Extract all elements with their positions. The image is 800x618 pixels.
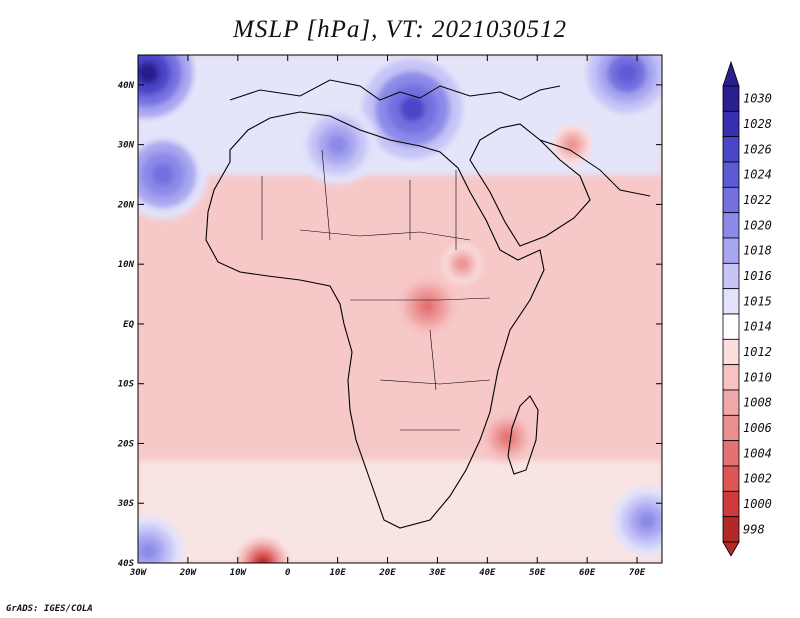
lat-tick-label: 30N (117, 141, 135, 151)
pressure-contour-ring (400, 96, 425, 122)
lat-tick-label: 10S (118, 380, 135, 390)
europe-coastline (229, 79, 561, 101)
colorbar-level-label: 1026 (743, 142, 772, 156)
pressure-center-low-central-africa (397, 276, 458, 336)
pressure-center-low-east-africa (442, 244, 483, 285)
colorbar-swatch (722, 110, 740, 138)
pressure-center-high-mediterranean (362, 58, 463, 159)
pressure-center-low-mozambique (482, 412, 533, 463)
colorbar-level-label: 1004 (743, 446, 772, 460)
lon-tick-label: 70E (629, 568, 646, 578)
persian-gulf-coast (539, 139, 651, 197)
colorbar-swatch (722, 262, 740, 290)
colorbar-swatch (722, 338, 740, 366)
pressure-contour-ring (638, 512, 656, 530)
pressure-contour-ring (327, 134, 348, 155)
pressure-contour-ring (151, 163, 175, 186)
lon-tick-label: 30E (428, 568, 446, 578)
colorbar-level-label: 1016 (743, 269, 772, 283)
colorbar-level-label: 1015 (743, 294, 772, 308)
colorbar-swatch (722, 161, 740, 188)
colorbar-swatch (722, 440, 740, 467)
pressure-center-high-n-africa (297, 104, 378, 185)
pressure-center-high-s-indian (612, 486, 662, 557)
pressure-contour-ring (138, 61, 160, 85)
colorbar-level-label: 1002 (743, 472, 772, 486)
colorbar-level-label: 1000 (743, 497, 772, 511)
colorbar-level-label: 1024 (743, 168, 772, 182)
colorbar-swatch (722, 490, 740, 518)
colorbar-level-label: 1010 (743, 370, 772, 384)
colorbar-level-label: 1020 (743, 218, 772, 232)
colorbar-swatch (722, 364, 740, 391)
lon-tick-label: 20E (378, 568, 396, 578)
colorbar-level-label: 998 (743, 522, 765, 536)
colorbar-swatch (722, 465, 740, 492)
lat-tick-label: 20N (117, 200, 135, 210)
colorbar-top-arrow (722, 60, 740, 87)
madagascar-coastline (507, 395, 539, 475)
lat-tick-label: 40S (118, 559, 135, 569)
lat-tick-label: 20S (117, 439, 135, 449)
colorbar-swatch (722, 85, 740, 112)
colorbar-swatch (722, 313, 740, 340)
southern-ridge-band (138, 460, 662, 563)
colorbar-level-label: 1030 (743, 92, 772, 106)
colorbar-level-label: 1006 (743, 421, 772, 435)
lon-tick-label: 30W (129, 568, 148, 578)
colorbar-swatch (722, 186, 740, 214)
lon-tick-label: 60E (579, 568, 596, 578)
colorbar-swatch (722, 288, 740, 315)
pressure-contour-ring (256, 556, 269, 563)
lat-tick-label: 40N (118, 81, 135, 91)
lon-tick-label: 0 (285, 568, 291, 578)
colorbar-swatch (722, 389, 740, 416)
colorbar-level-label: 1018 (743, 244, 772, 258)
lat-tick-label: 30S (117, 499, 135, 509)
pressure-center-low-persian (552, 124, 593, 165)
lon-tick-label: 40E (479, 568, 496, 578)
pressure-contour-ring (457, 259, 468, 270)
colorbar-level-label: 1028 (743, 117, 772, 131)
grads-credit: GrADS: IGES/COLA (6, 604, 93, 614)
pressure-contour-ring (567, 139, 578, 150)
lat-tick-label: 10N (118, 260, 135, 270)
pressure-center-high-nw-ocean (138, 129, 208, 220)
arabia-coastline (469, 123, 591, 247)
pressure-center-high-nw-atlantic (138, 55, 193, 118)
pressure-center-high-arabia-ne (587, 55, 662, 113)
colorbar-level-label: 1008 (743, 396, 772, 410)
colorbar-swatch (722, 237, 740, 264)
colorbar-swatch (722, 212, 740, 239)
map-title: MSLP [hPa], VT: 2021030512 (233, 16, 567, 43)
colorbar-swatch (722, 414, 740, 442)
lon-tick-label: 20W (179, 568, 198, 578)
pressure-center-low-s-atlantic (237, 538, 288, 563)
colorbar-swatch (722, 136, 740, 163)
lon-tick-label: 10E (329, 568, 346, 578)
colorbar-level-label: 1022 (743, 193, 772, 207)
pressure-contour-ring (419, 298, 435, 314)
lon-tick-label: 10W (230, 568, 248, 578)
lon-tick-label: 50E (529, 568, 546, 578)
colorbar-level-label: 1012 (743, 345, 772, 359)
colorbar-level-label: 1014 (743, 320, 772, 334)
colorbar-swatch (722, 516, 740, 543)
africa-coastline (205, 111, 545, 529)
lat-tick-label: EQ (123, 320, 134, 330)
colorbar-bottom-arrow (722, 541, 740, 557)
plot-frame (137, 54, 663, 564)
pressure-center-high-sw-atlantic (138, 516, 183, 563)
pressure-contour-ring (617, 62, 638, 83)
country-borders (261, 149, 491, 431)
pressure-contour-ring (139, 542, 157, 560)
